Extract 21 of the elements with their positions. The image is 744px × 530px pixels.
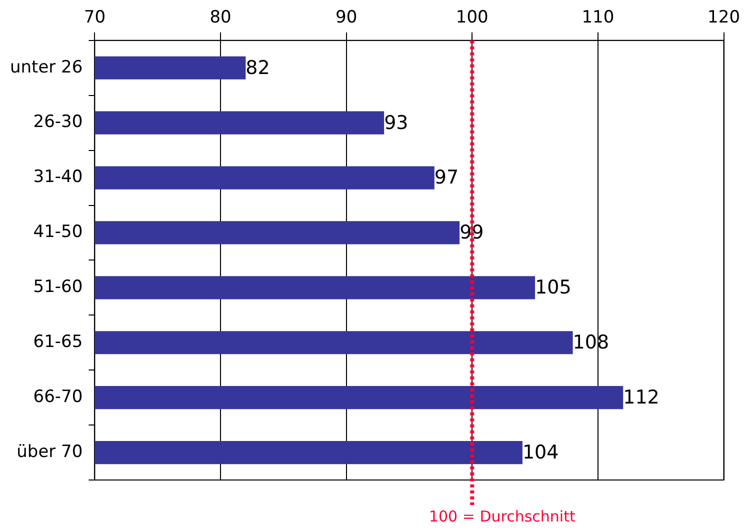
x-tick-label: 70	[84, 8, 106, 28]
ref-line-label: 100 = Durchschnitt	[428, 507, 576, 526]
data-label: 104	[522, 441, 559, 464]
x-tick-label: 90	[336, 8, 358, 28]
data-label: 105	[535, 276, 572, 299]
y-tick-label: 61-65	[33, 332, 83, 352]
x-tick-label: 100	[456, 8, 488, 28]
y-tick-label: 51-60	[33, 277, 83, 298]
y-tick-label: 66-70	[33, 386, 83, 407]
y-tick-label: 41-50	[33, 222, 83, 242]
x-tick-label: 80	[210, 8, 232, 28]
data-label: 112	[623, 386, 660, 409]
x-tick-label: 110	[582, 8, 614, 28]
data-label: 93	[384, 112, 408, 134]
y-tick-label: 26-30	[33, 112, 83, 132]
x-tick-label: 120	[708, 8, 740, 28]
y-tick-label: unter 26	[10, 57, 83, 78]
y-tick-label: über 70	[16, 442, 83, 462]
data-label: 82	[246, 56, 270, 79]
y-tick-label: 31-40	[33, 167, 83, 188]
data-label: 97	[434, 166, 459, 189]
